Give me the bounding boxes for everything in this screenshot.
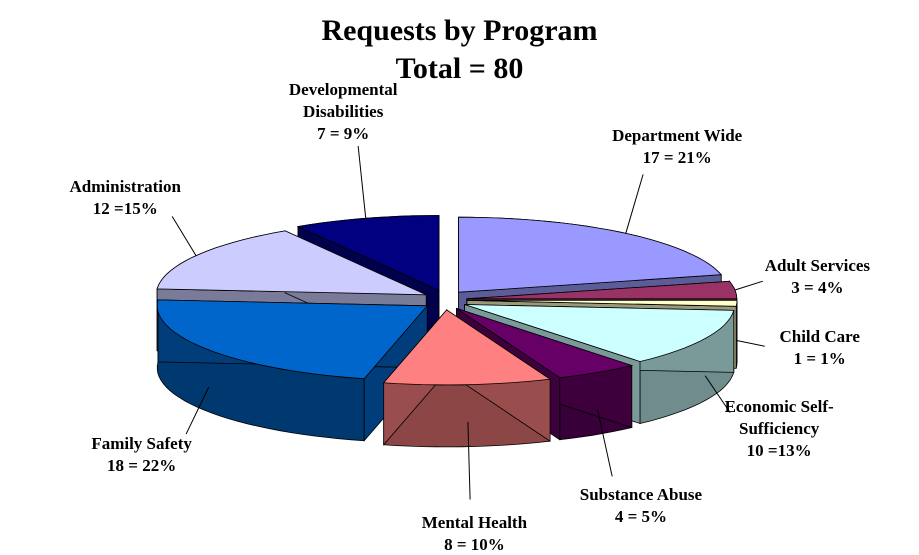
value-label: 7 = 9% (317, 124, 370, 144)
data-label: Adult Services 3 = 4% (732, 255, 902, 299)
data-label: Administration 12 =15% (40, 176, 210, 220)
category-label: Department Wide (612, 125, 743, 145)
data-label: Department Wide 17 = 21% (592, 125, 762, 169)
value-label: 12 =15% (92, 199, 158, 219)
slice (466, 280, 738, 300)
leader-line (734, 280, 763, 291)
slice (156, 299, 429, 380)
leader-line (357, 145, 367, 219)
value-label: 18 = 22% (107, 455, 177, 475)
value-label: 1 = 1% (793, 348, 846, 368)
value-label: 10 =13% (746, 440, 812, 460)
chart-subtitle: Total = 80 (395, 52, 524, 85)
value-label: 4 = 5% (614, 507, 668, 527)
slice (466, 300, 738, 307)
category-label: Administration (69, 177, 181, 197)
leader-line (467, 421, 471, 500)
category-label: Child Care (779, 326, 860, 346)
data-label: Economic Self-Sufficiency 10 =13% (694, 396, 864, 462)
data-label: Developmental Disabilities 7 = 9% (258, 79, 428, 145)
slice-tops (156, 215, 738, 386)
data-label: Substance Abuse 4 = 5% (556, 484, 726, 528)
value-label: 17 = 21% (642, 147, 712, 167)
data-label: Family Safety 18 = 22% (57, 433, 227, 477)
leader-line (625, 174, 644, 234)
slice (382, 309, 552, 386)
data-label: Child Care 1 = 1% (735, 326, 905, 370)
data-label: Mental Health 8 = 10% (389, 512, 559, 555)
slice (156, 230, 427, 296)
leader-line (704, 375, 731, 413)
leader-line (597, 409, 613, 477)
leader-line (185, 386, 210, 435)
slice (296, 215, 440, 292)
category-label: Substance Abuse (579, 485, 703, 505)
value-label: 8 = 10% (444, 535, 505, 555)
leader-line (171, 216, 197, 256)
category-label: Mental Health (421, 513, 528, 533)
slice (456, 308, 634, 379)
category-label: Family Safety (91, 433, 192, 453)
slice (464, 304, 735, 362)
slice (458, 216, 723, 293)
chart-title: Requests by Program (321, 14, 598, 47)
category-label: Developmental Disabilities (288, 80, 398, 122)
category-label: Economic Self-Sufficiency (724, 396, 834, 438)
leader-line (736, 340, 765, 347)
category-label: Adult Services (764, 256, 871, 276)
value-label: 3 = 4% (791, 278, 844, 298)
